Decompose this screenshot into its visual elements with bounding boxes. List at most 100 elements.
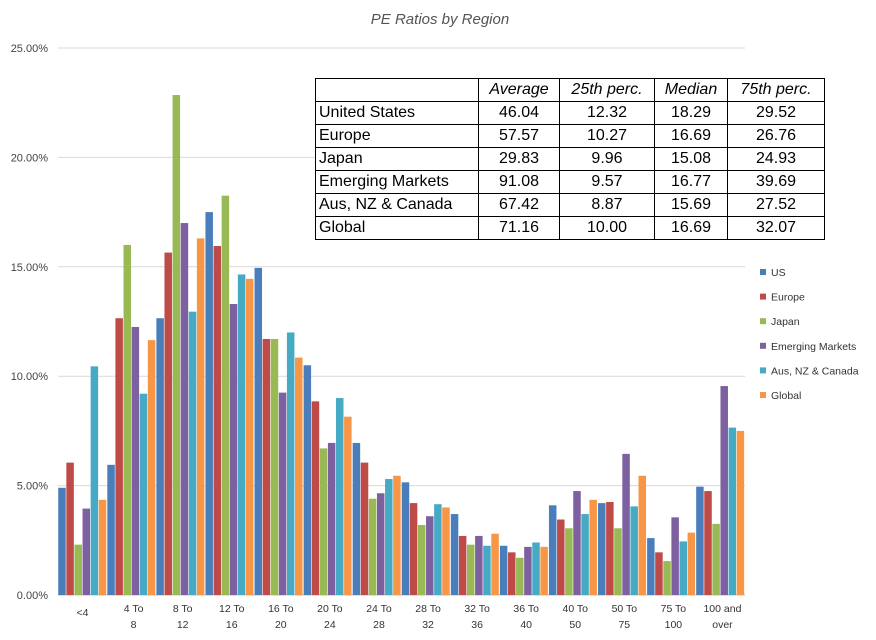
y-tick-label: 15.00% xyxy=(11,262,49,274)
table-row: Aus, NZ & Canada 67.42 8.87 15.69 27.52 xyxy=(315,193,825,217)
bar-europe xyxy=(704,491,712,595)
x-tick-label: 8 To xyxy=(173,603,193,615)
bar-global xyxy=(344,416,352,595)
x-tick-label: 24 To xyxy=(366,603,392,615)
bar-japan xyxy=(614,528,622,595)
bar-japan xyxy=(663,561,671,595)
legend-label: Europe xyxy=(771,292,805,304)
bar-emerging-markets xyxy=(327,442,336,595)
x-tick-label: 16 xyxy=(226,619,238,631)
bar-global xyxy=(589,499,597,595)
y-tick-label: 5.00% xyxy=(17,481,48,493)
y-tick-label: 10.00% xyxy=(11,371,49,383)
bar-emerging-markets xyxy=(524,546,532,595)
table-header-average: Average xyxy=(478,78,560,102)
x-tick-label: 32 xyxy=(422,619,434,631)
bar-aus-nz-canada xyxy=(385,479,393,595)
bar-emerging-markets xyxy=(671,517,679,595)
pe-stats-table: Average 25th perc. Median 75th perc. Uni… xyxy=(315,78,825,240)
legend-label: Global xyxy=(771,390,801,402)
bar-europe xyxy=(606,502,614,595)
bar-aus-nz-canada xyxy=(188,311,197,595)
table-cell-p75: 32.07 xyxy=(727,216,825,240)
table-cell-median: 18.29 xyxy=(654,101,728,125)
y-tick-label: 20.00% xyxy=(11,152,49,164)
bar-aus-nz-canada xyxy=(483,545,491,595)
bar-aus-nz-canada xyxy=(237,274,246,595)
y-axis-ticks: 0.00% 5.00% 10.00% 15.00% 20.00% 25.00% xyxy=(11,43,49,602)
bar-us xyxy=(205,212,213,595)
x-tick-label: 8 xyxy=(131,619,137,631)
table-cell-p25: 9.96 xyxy=(559,147,655,171)
table-header-p75: 75th perc. xyxy=(727,78,825,102)
table-cell-median: 16.77 xyxy=(654,170,728,194)
x-tick-label: 20 To xyxy=(317,603,343,615)
table-header-p25: 25th perc. xyxy=(559,78,655,102)
bar-japan xyxy=(74,544,82,595)
bar-us xyxy=(254,267,263,595)
bar-europe xyxy=(213,246,222,595)
bar-aus-nz-canada xyxy=(630,506,638,595)
bar-us xyxy=(647,538,655,595)
bars xyxy=(58,95,745,596)
x-tick-label: 16 To xyxy=(268,603,294,615)
bar-japan xyxy=(319,448,328,595)
chart-title: PE Ratios by Region xyxy=(371,11,509,28)
bar-global xyxy=(638,475,647,595)
bar-aus-nz-canada xyxy=(728,427,737,595)
bar-emerging-markets xyxy=(278,392,287,595)
bar-emerging-markets xyxy=(475,535,483,595)
bar-japan xyxy=(172,95,181,596)
bar-global xyxy=(245,278,254,595)
table-header-row: Average 25th perc. Median 75th perc. xyxy=(315,78,825,102)
bar-japan xyxy=(221,195,230,595)
x-tick-label: 32 To xyxy=(464,603,490,615)
table-cell-p75: 29.52 xyxy=(727,101,825,125)
bar-global xyxy=(540,546,548,595)
table-cell-average: 91.08 xyxy=(478,170,560,194)
x-tick-label: over xyxy=(712,619,733,631)
bar-global xyxy=(491,533,499,595)
bar-global xyxy=(442,507,450,595)
table-row: Japan 29.83 9.96 15.08 24.93 xyxy=(315,147,825,171)
bar-emerging-markets xyxy=(229,303,238,595)
table-cell-p75: 27.52 xyxy=(727,193,825,217)
y-tick-label: 0.00% xyxy=(17,590,48,602)
x-tick-label: 40 To xyxy=(563,603,589,615)
bar-europe xyxy=(360,462,369,595)
bar-emerging-markets xyxy=(426,516,434,595)
table-cell-p75: 26.76 xyxy=(727,124,825,148)
table-cell-median: 16.69 xyxy=(654,216,728,240)
legend-swatch xyxy=(760,293,766,300)
x-tick-label: 12 To xyxy=(219,603,245,615)
bar-europe xyxy=(115,318,123,595)
bar-aus-nz-canada xyxy=(335,398,344,595)
legend: US Europe Japan Emerging Markets Aus, NZ & C… xyxy=(760,267,859,402)
bar-japan xyxy=(516,557,524,595)
x-tick-label: 100 xyxy=(665,619,683,631)
bar-europe xyxy=(655,552,663,595)
bar-us xyxy=(58,487,66,595)
table-cell-region: Europe xyxy=(315,124,479,148)
bar-japan xyxy=(123,244,132,596)
x-axis-ticks: <4 4 To 8 8 To 12 12 To 16 16 To 20 20 To 24 24 To 2… xyxy=(77,603,742,631)
table-row: Europe 57.57 10.27 16.69 26.76 xyxy=(315,124,825,148)
bar-europe xyxy=(458,535,467,595)
bar-global xyxy=(736,430,745,595)
table-cell-average: 71.16 xyxy=(478,216,560,240)
bar-japan xyxy=(712,523,720,595)
x-tick-label: 12 xyxy=(177,619,189,631)
legend-swatch xyxy=(760,367,766,374)
table-row: United States 46.04 12.32 18.29 29.52 xyxy=(315,101,825,125)
bar-aus-nz-canada xyxy=(139,393,148,595)
bar-emerging-markets xyxy=(180,223,189,596)
table-cell-region: Aus, NZ & Canada xyxy=(315,193,479,217)
table-body: United States 46.04 12.32 18.29 29.52 Europe 5… xyxy=(315,101,825,240)
table-row: Global 71.16 10.00 16.69 32.07 xyxy=(315,216,825,240)
table-cell-average: 46.04 xyxy=(478,101,560,125)
bar-europe xyxy=(66,462,74,595)
bar-japan xyxy=(270,339,279,595)
table-cell-median: 16.69 xyxy=(654,124,728,148)
bar-japan xyxy=(368,498,377,595)
x-tick-label: 4 To xyxy=(124,603,144,615)
